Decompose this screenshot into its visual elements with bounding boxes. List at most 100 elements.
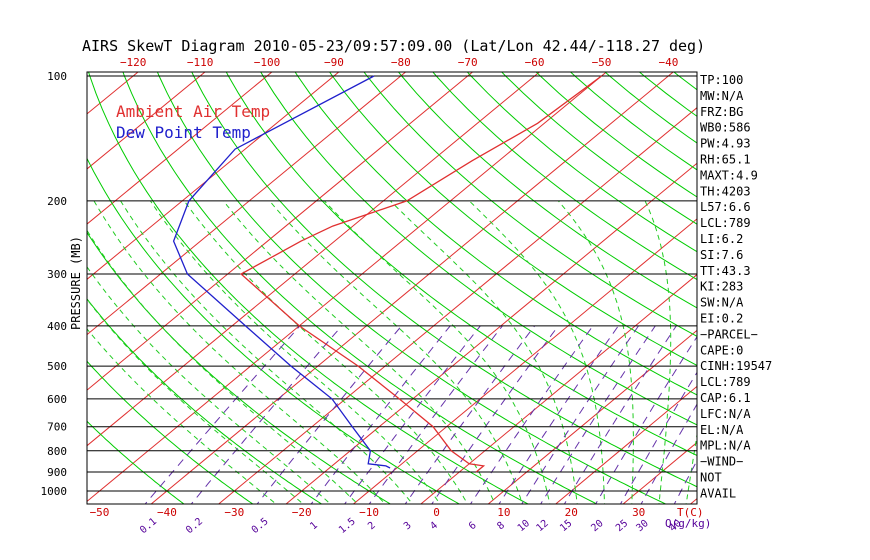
bottom-temp-tick-label: −20 xyxy=(292,506,312,519)
isotherm-line xyxy=(87,72,273,225)
isotherm-line xyxy=(420,273,697,504)
pressure-tick-label: 800 xyxy=(47,445,67,458)
index-value: KI:283 xyxy=(700,280,743,294)
mixing-ratio-tick-label: 0.1 xyxy=(138,516,159,536)
index-value: LCL:789 xyxy=(700,216,751,230)
index-value: MPL:N/A xyxy=(700,439,751,453)
mixing-ratio-tick-label: 3 xyxy=(402,520,414,532)
mixing-ratio-tick-label: 10 xyxy=(516,518,532,534)
temp-unit-label: T(C) xyxy=(677,506,704,519)
index-value: CAPE:0 xyxy=(700,343,743,357)
index-value: CAP:6.1 xyxy=(700,391,751,405)
pressure-tick-label: 100 xyxy=(47,70,67,83)
dry-adiabat-line xyxy=(363,72,697,337)
index-value: LFC:N/A xyxy=(700,407,751,421)
index-value: EI:0.2 xyxy=(700,312,743,326)
dry-adiabat-line xyxy=(88,72,530,504)
isotherm-line xyxy=(352,218,697,504)
pressure-tick-label: 700 xyxy=(47,421,67,434)
pressure-tick-label: 400 xyxy=(47,320,67,333)
moist-adiabat-line xyxy=(87,265,332,504)
top-temp-tick-label: −80 xyxy=(391,56,411,69)
mixing-ratio-line xyxy=(190,325,343,504)
pressure-tick-label: 200 xyxy=(47,195,67,208)
series-layer xyxy=(172,75,602,473)
isotherm-line xyxy=(820,57,870,508)
isotherm-line xyxy=(87,72,206,170)
pressure-tick-label: 1000 xyxy=(41,485,68,498)
moist-adiabat-line xyxy=(87,298,304,504)
mixing-ratio-line xyxy=(563,325,677,504)
moist-adiabat-line xyxy=(644,200,672,504)
index-value: MW:N/A xyxy=(700,89,744,103)
mixing-ratio-tick-label: 6 xyxy=(467,520,479,532)
dry-adiabat-line xyxy=(87,231,392,504)
mixing-ratio-tick-label: 8 xyxy=(495,520,507,532)
mixing-ratio-tick-label: 1.5 xyxy=(337,516,358,536)
dry-adiabat-line xyxy=(156,72,667,504)
top-temp-tick-label: −60 xyxy=(525,56,545,69)
mixing-ratio-tick-label: 25 xyxy=(614,518,630,534)
top-temp-tick-label: −90 xyxy=(324,56,344,69)
isotherm-line xyxy=(0,57,23,508)
bottom-temp-tick-label: −30 xyxy=(224,506,244,519)
index-value: CINH:19547 xyxy=(700,359,772,373)
chart-title: AIRS SkewT Diagram 2010-05-23/09:57:09.0… xyxy=(82,37,705,55)
index-value: TT:43.3 xyxy=(700,264,751,278)
dry-adiabat-line xyxy=(294,72,697,396)
moist-adiabat-line xyxy=(120,200,414,504)
pressure-tick-label: 500 xyxy=(47,360,67,373)
index-value: EL:N/A xyxy=(700,423,744,437)
grid-layer xyxy=(0,57,870,508)
bottom-temp-tick-label: −40 xyxy=(157,506,177,519)
moist-adiabat-line xyxy=(390,200,578,504)
index-value: NOT xyxy=(700,471,722,485)
bottom-temp-tick-label: 30 xyxy=(632,506,645,519)
isotherm-line xyxy=(87,72,474,391)
dry-adiabat-line xyxy=(191,72,697,488)
index-value: TH:4203 xyxy=(700,184,751,198)
index-value: −WIND− xyxy=(700,455,743,469)
isobar-layer xyxy=(87,75,697,492)
legend-ambient-air-temp: Ambient Air Temp xyxy=(116,102,270,121)
mixing-ratio-line xyxy=(144,325,301,504)
isotherm-line xyxy=(87,72,608,502)
dew-point-temp-line xyxy=(172,75,391,469)
bottom-temp-tick-label: −10 xyxy=(359,506,379,519)
mixing-ratio-tick-label: 15 xyxy=(558,518,574,534)
index-value: −PARCEL− xyxy=(700,327,758,341)
moist-adiabat-line xyxy=(87,328,277,504)
ambient-air-temp-line xyxy=(239,75,602,473)
mixing-ratio-tick-label: 4 xyxy=(428,520,440,532)
moist-adiabat-line xyxy=(223,200,496,504)
index-value: RH:65.1 xyxy=(700,153,751,167)
dry-adiabat-line xyxy=(260,72,697,426)
moist-adiabat-line xyxy=(558,200,634,504)
bottom-temp-tick-label: 0 xyxy=(433,506,440,519)
bottom-temp-tick-label: −50 xyxy=(90,506,110,519)
index-value: LCL:789 xyxy=(700,375,751,389)
dry-adiabat-line xyxy=(87,420,185,504)
pressure-tick-label: 900 xyxy=(47,466,67,479)
isotherm-line xyxy=(753,57,870,508)
tick-layer: −120 −110 −100 −90 −80 −70 −60 −50 −40−50 −40 −30−… xyxy=(41,56,712,536)
index-value: SI:7.6 xyxy=(700,248,743,262)
moist-adiabat-line xyxy=(149,200,441,504)
index-value: L57:6.6 xyxy=(700,200,751,214)
plot-frame xyxy=(86,71,698,505)
top-temp-tick-label: −120 xyxy=(120,56,147,69)
mixing-ratio-line xyxy=(344,325,481,504)
bottom-temp-tick-label: 10 xyxy=(497,506,510,519)
index-value: AVAIL xyxy=(700,486,736,500)
dry-adiabat-line xyxy=(466,72,697,253)
mixing-ratio-tick-label: 2 xyxy=(366,520,378,532)
index-value: MAXT:4.9 xyxy=(700,168,758,182)
isotherm-line xyxy=(554,385,697,504)
dry-adiabat-line xyxy=(432,72,697,281)
dry-adiabat-line xyxy=(87,298,323,504)
top-temp-tick-label: −40 xyxy=(658,56,678,69)
top-temp-tick-label: −70 xyxy=(458,56,478,69)
index-value: TP:100 xyxy=(700,73,743,87)
isotherm-line xyxy=(487,329,697,504)
